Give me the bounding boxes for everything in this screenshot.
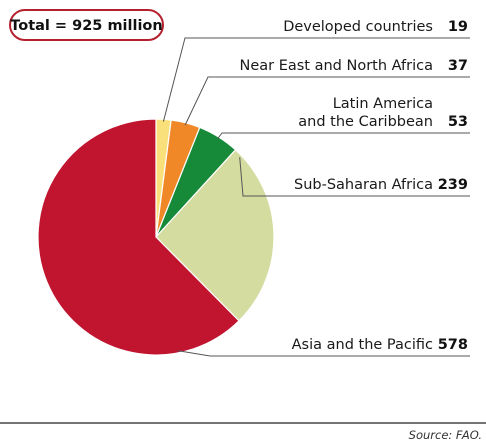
pie-slices <box>37 118 275 356</box>
slice-value: 37 <box>448 58 468 74</box>
slice-label: Developed countries <box>283 19 433 35</box>
leader-line <box>184 76 470 126</box>
slice-label: Near East and North Africa <box>239 58 433 74</box>
pie-slice-sub-saharan-africa <box>155 148 275 322</box>
slice-labels: Developed countries 19 Near East and North… <box>239 19 468 353</box>
leader-line <box>177 350 470 357</box>
slice-value: 53 <box>448 114 468 130</box>
leader-line <box>239 157 470 197</box>
slice-value: 239 <box>438 177 468 193</box>
leader-lines <box>162 37 470 357</box>
total-badge <box>9 9 164 41</box>
total-label: Total = 925 million <box>10 18 162 34</box>
leader-line <box>217 132 470 140</box>
slice-label: and the Caribbean <box>298 114 433 130</box>
source-note: Source: FAO. <box>409 428 482 442</box>
leader-line <box>162 37 470 122</box>
slice-value: 578 <box>438 337 468 353</box>
slice-label: Asia and the Pacific <box>292 337 433 353</box>
slice-value: 19 <box>448 19 468 35</box>
slice-label: Sub-Saharan Africa <box>294 177 433 193</box>
slice-label: Latin America <box>333 96 433 112</box>
